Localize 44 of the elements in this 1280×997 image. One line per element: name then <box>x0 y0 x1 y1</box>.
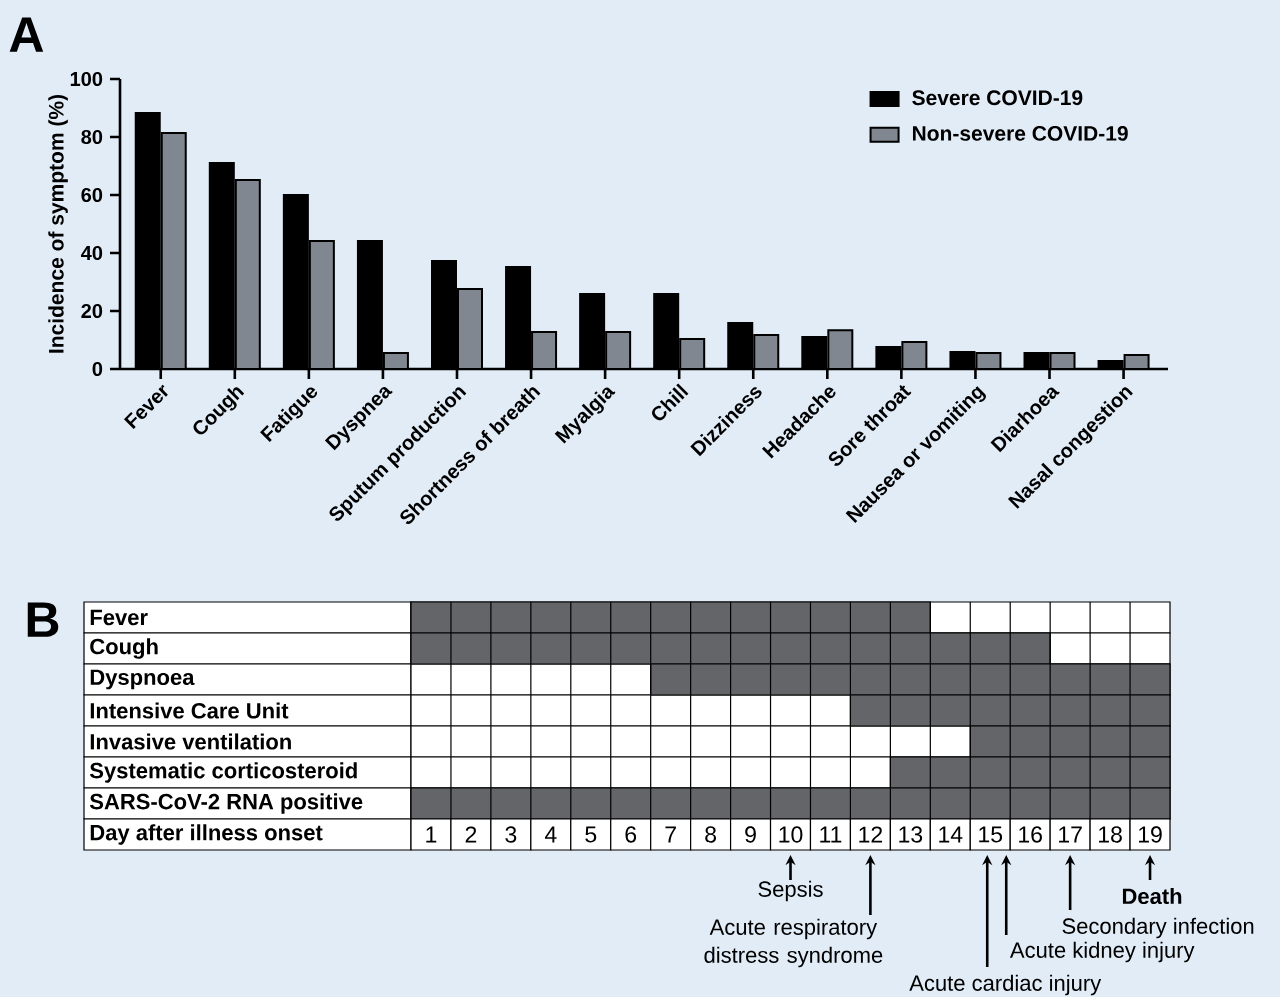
text: Sepsis <box>758 880 823 902</box>
x-tick-label: 2 <box>465 826 477 843</box>
x-tick-label: 8 <box>705 826 717 843</box>
chart-title: A <box>9 17 44 52</box>
chart-title: B <box>27 602 59 637</box>
x-tick-label: 19 <box>1139 826 1162 843</box>
text: Secondary infection <box>1062 917 1254 939</box>
y-tick-label: Dyspnoea <box>90 669 195 690</box>
y-tick-label: 0 <box>92 361 103 377</box>
x-tick-label: 6 <box>625 826 637 843</box>
text: Acute kidney injury <box>1009 941 1195 963</box>
legend-label: Severe COVID-19 <box>912 90 1083 106</box>
text: Death <box>1122 887 1182 905</box>
y-tick-label: 40 <box>81 245 103 261</box>
x-tick-label: 15 <box>979 826 1003 843</box>
x-tick-label: 17 <box>1059 826 1082 843</box>
x-tick-label: 12 <box>859 826 883 843</box>
y-tick-label: Invasive ventilation <box>90 733 291 750</box>
y-tick-label: 100 <box>70 71 103 87</box>
y-tick-label: 60 <box>81 187 103 203</box>
x-tick-label: 9 <box>745 826 756 843</box>
x-axis-title: Day after illness onset <box>90 824 323 845</box>
x-tick-label: 7 <box>665 826 676 843</box>
text: Acute cardiac injury <box>909 974 1102 996</box>
legend-label: Non-severe COVID-19 <box>912 125 1128 141</box>
y-tick-label: 20 <box>81 303 103 319</box>
x-tick-label: 4 <box>544 826 557 843</box>
x-tick-label: 3 <box>505 826 517 843</box>
x-tick-label: 1 <box>426 826 437 843</box>
y-tick-label: Fever <box>90 609 148 626</box>
x-tick-label: 11 <box>820 826 842 843</box>
x-tick-label: 5 <box>585 826 597 843</box>
text: Acute respiratory distress syndrome <box>704 918 883 968</box>
y-axis-title: Incidence of symptom (%) <box>48 94 68 353</box>
y-tick-label: SARS-CoV-2 RNA positive <box>89 793 363 814</box>
y-tick-label: Cough <box>90 638 158 659</box>
x-tick-label: 14 <box>939 826 963 843</box>
x-tick-label: 18 <box>1099 826 1122 843</box>
y-tick-label: Intensive Care Unit <box>90 702 289 719</box>
x-tick-label: 10 <box>779 826 803 843</box>
y-tick-label: 80 <box>81 129 103 145</box>
x-tick-label: 13 <box>899 826 923 843</box>
x-tick-label: 16 <box>1019 826 1042 843</box>
y-tick-label: Systematic corticosteroid <box>89 762 357 783</box>
